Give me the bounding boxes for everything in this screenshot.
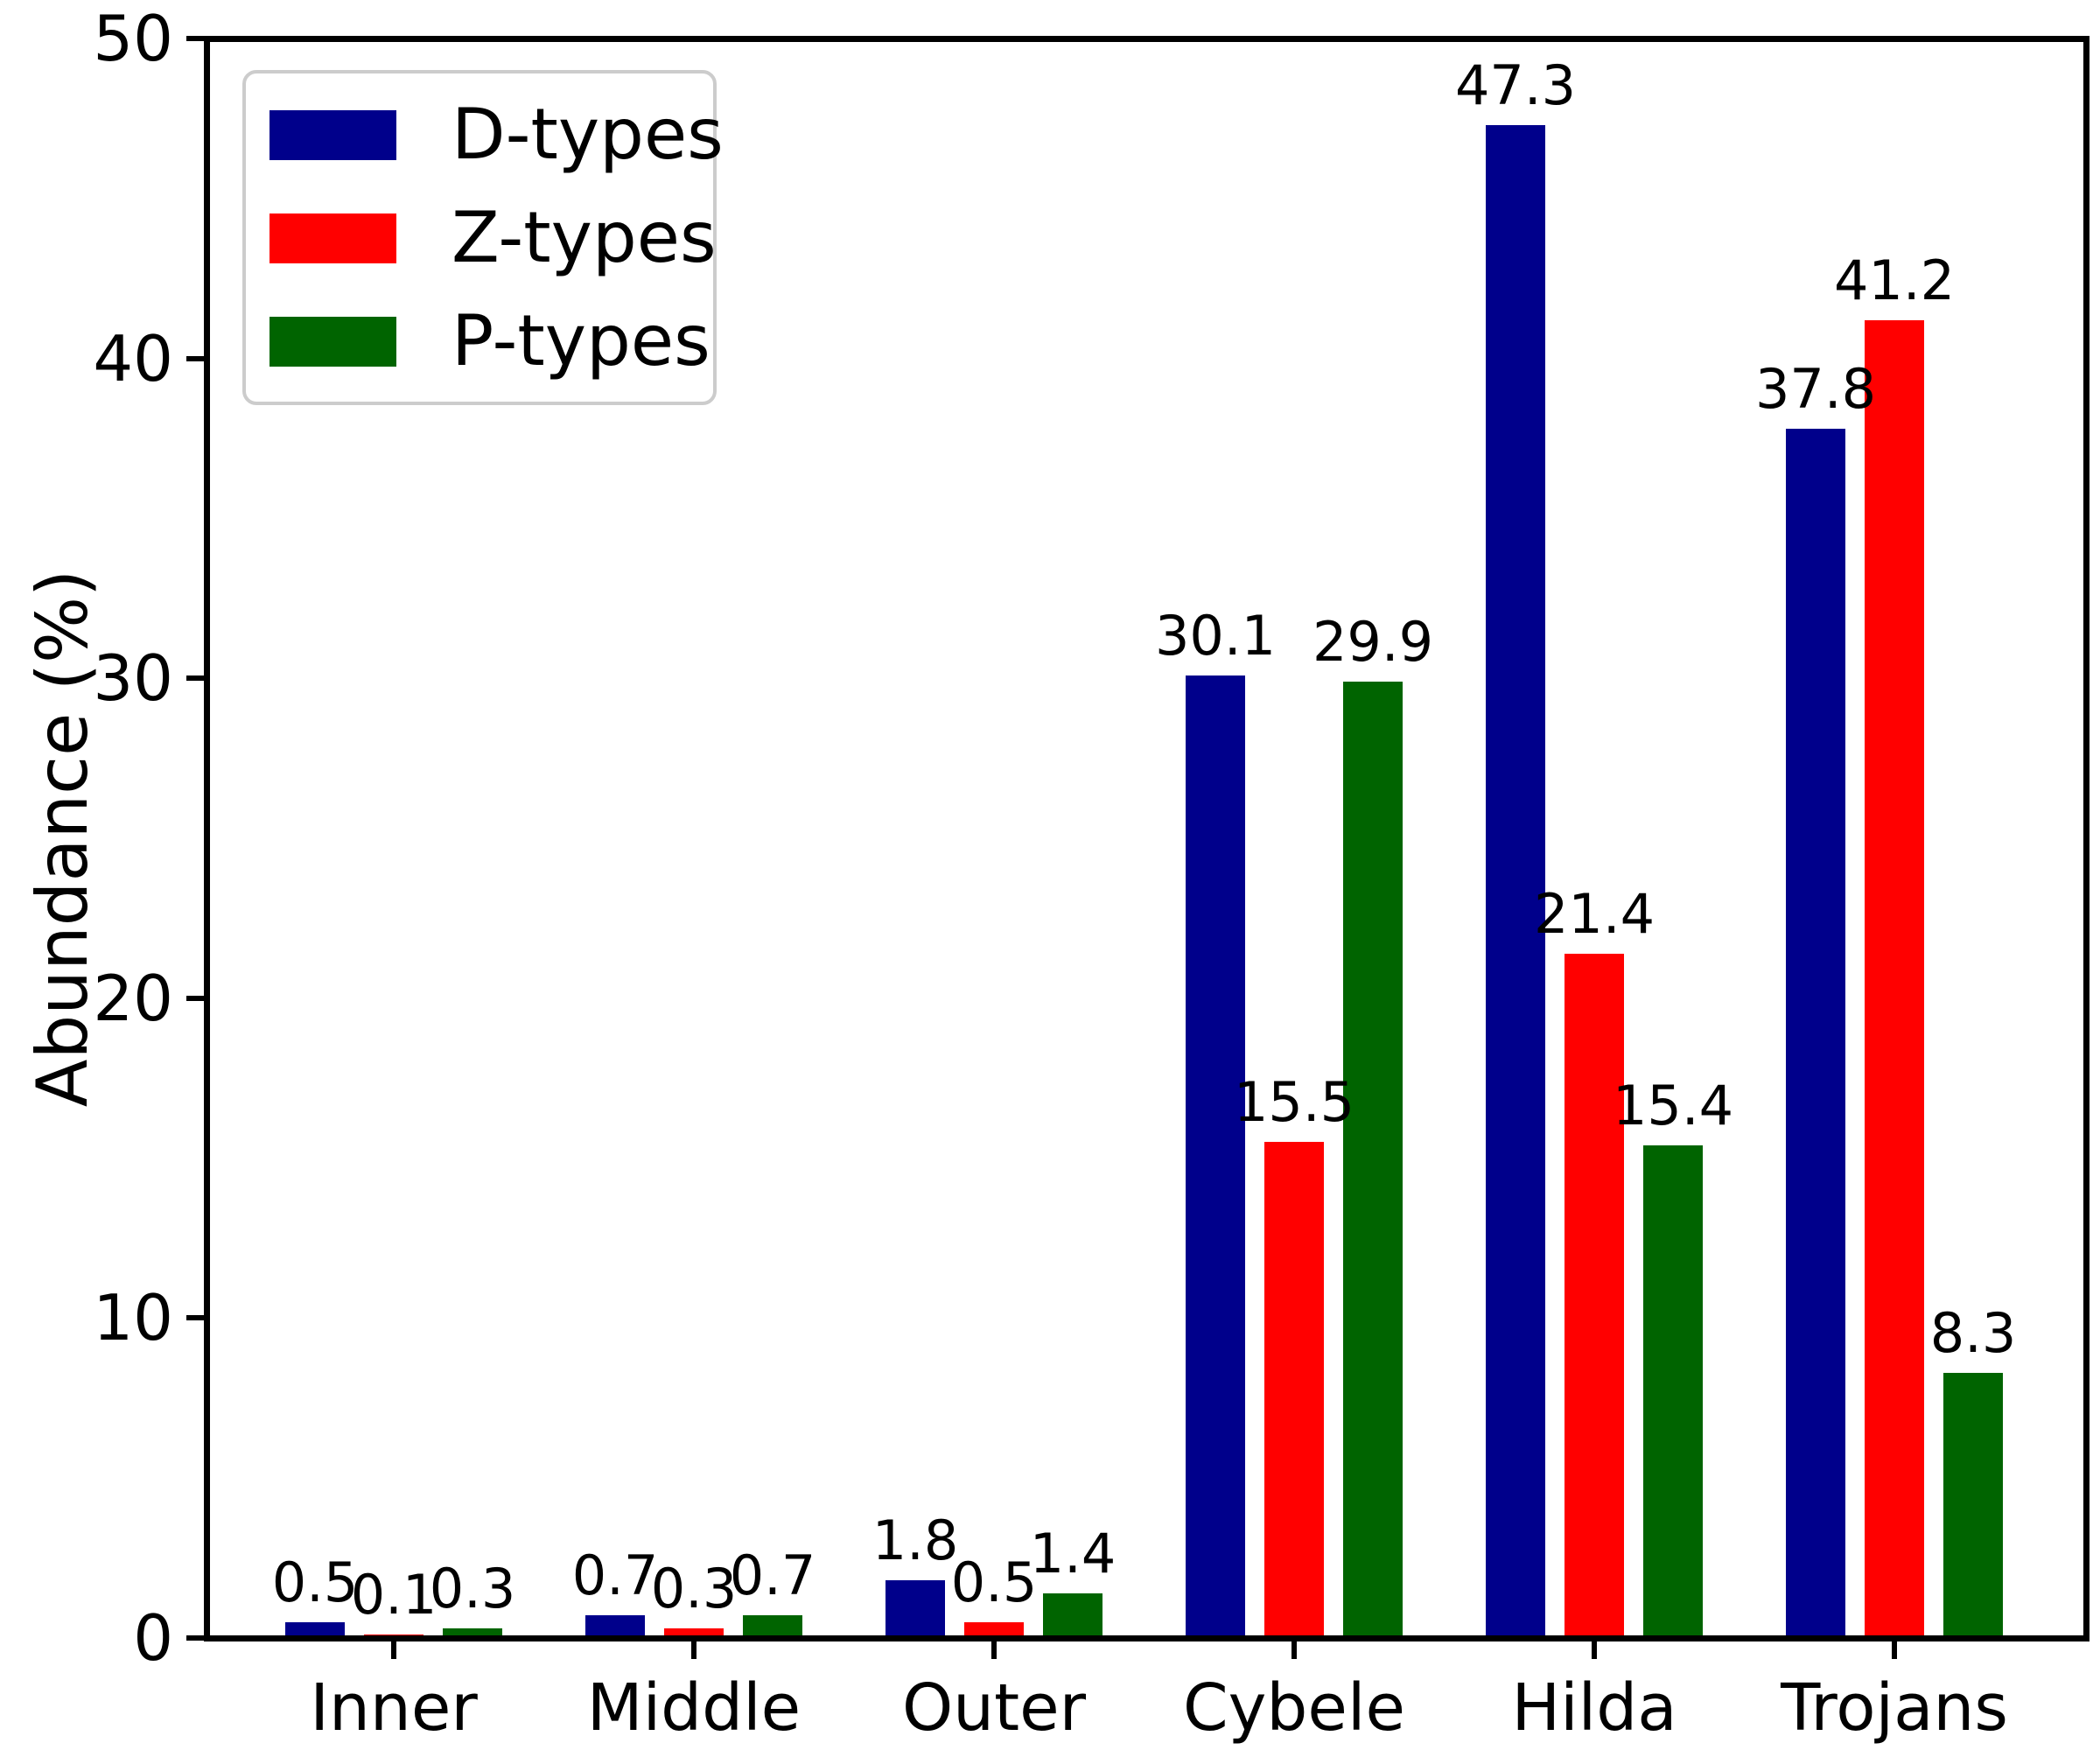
- bar-z-types-middle: [664, 1628, 724, 1638]
- y-tick-label-10: 10: [93, 1281, 173, 1355]
- bar-value-label-p-types-hilda: 15.4: [1612, 1073, 1734, 1138]
- y-tick-label-0: 0: [133, 1601, 173, 1675]
- bar-p-types-outer: [1043, 1592, 1102, 1638]
- bar-z-types-outer: [964, 1621, 1024, 1638]
- bar-d-types-hilda: [1486, 124, 1545, 1638]
- bar-value-label-p-types-cybele: 29.9: [1312, 609, 1434, 674]
- x-tick-label-trojans: Trojans: [1781, 1670, 2008, 1746]
- bar-d-types-trojans: [1786, 429, 1845, 1638]
- y-tick-label-40: 40: [93, 321, 173, 396]
- legend-label-d-types: D-types: [452, 94, 724, 175]
- bar-d-types-cybele: [1186, 675, 1245, 1638]
- bar-value-label-z-types-outer: 0.5: [950, 1550, 1038, 1614]
- bar-value-label-d-types-trojans: 37.8: [1754, 357, 1877, 422]
- bar-value-label-p-types-inner: 0.3: [429, 1557, 516, 1621]
- x-tick: [991, 1641, 997, 1659]
- bar-value-label-z-types-cybele: 15.5: [1233, 1070, 1355, 1135]
- bar-p-types-cybele: [1343, 681, 1403, 1638]
- x-tick-label-cybele: Cybele: [1182, 1670, 1406, 1746]
- bar-z-types-trojans: [1865, 319, 1924, 1638]
- bar-value-label-d-types-middle: 0.7: [571, 1544, 659, 1608]
- bar-value-label-z-types-hilda: 21.4: [1533, 881, 1656, 946]
- x-tick: [691, 1641, 696, 1659]
- y-tick-label-20: 20: [93, 961, 173, 1035]
- bar-value-label-z-types-middle: 0.3: [650, 1557, 738, 1621]
- bar-p-types-trojans: [1943, 1372, 2003, 1638]
- x-tick: [391, 1641, 396, 1659]
- bar-value-label-z-types-inner: 0.1: [350, 1563, 438, 1628]
- y-tick: [186, 1315, 204, 1321]
- x-tick: [1592, 1641, 1597, 1659]
- bar-value-label-d-types-inner: 0.5: [271, 1550, 359, 1614]
- x-tick: [1892, 1641, 1897, 1659]
- bar-value-label-p-types-middle: 0.7: [729, 1544, 816, 1608]
- bar-p-types-hilda: [1643, 1144, 1703, 1638]
- legend-label-z-types: Z-types: [452, 197, 717, 278]
- y-tick: [186, 676, 204, 682]
- x-tick: [1292, 1641, 1297, 1659]
- x-tick-label-middle: Middle: [586, 1670, 802, 1746]
- bar-value-label-p-types-trojans: 8.3: [1929, 1300, 2017, 1365]
- bar-d-types-middle: [585, 1615, 645, 1638]
- legend: D-types Z-types P-types: [242, 70, 724, 405]
- bar-value-label-z-types-trojans: 41.2: [1833, 248, 1956, 312]
- bar-z-types-inner: [364, 1634, 424, 1638]
- y-tick: [186, 995, 204, 1001]
- x-tick-label-outer: Outer: [901, 1670, 1087, 1746]
- bar-d-types-inner: [285, 1621, 345, 1638]
- legend-swatch-d-types: [270, 110, 396, 160]
- bar-value-label-d-types-cybele: 30.1: [1154, 603, 1277, 668]
- bar-value-label-d-types-outer: 1.8: [872, 1508, 959, 1573]
- bar-value-label-p-types-outer: 1.4: [1029, 1521, 1116, 1586]
- bar-z-types-cybele: [1264, 1142, 1324, 1638]
- bar-d-types-outer: [886, 1580, 945, 1638]
- y-tick-label-50: 50: [93, 2, 173, 75]
- y-tick: [186, 355, 204, 361]
- y-tick: [186, 1635, 204, 1641]
- legend-swatch-z-types: [270, 214, 396, 263]
- bar-p-types-inner: [443, 1628, 502, 1638]
- legend-label-p-types: P-types: [452, 300, 710, 382]
- x-tick-label-hilda: Hilda: [1511, 1670, 1677, 1746]
- y-tick: [186, 36, 204, 41]
- bar-p-types-middle: [743, 1615, 802, 1638]
- bar-z-types-hilda: [1564, 953, 1624, 1638]
- y-tick-label-30: 30: [93, 641, 173, 716]
- x-tick-label-inner: Inner: [310, 1670, 478, 1746]
- legend-swatch-p-types: [270, 317, 396, 367]
- bar-value-label-d-types-hilda: 47.3: [1454, 52, 1577, 117]
